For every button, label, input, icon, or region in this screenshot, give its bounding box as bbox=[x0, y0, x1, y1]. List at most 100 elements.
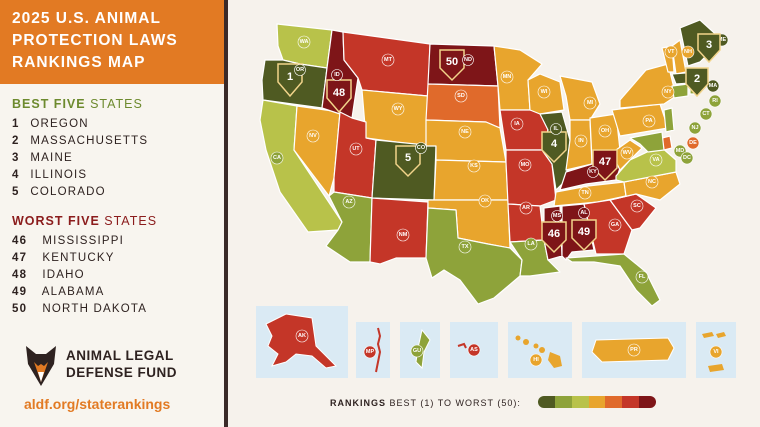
label-wa: WA bbox=[297, 35, 311, 49]
label-mi: MI bbox=[583, 96, 597, 110]
label-pr: PR bbox=[630, 347, 638, 353]
best-item-5: 5 COLORADO bbox=[12, 186, 106, 198]
label-ia: IA bbox=[510, 117, 524, 131]
label-fl: FL bbox=[635, 270, 649, 284]
title-line-3: RANKINGS MAP bbox=[12, 54, 146, 71]
svg-text:47: 47 bbox=[599, 156, 611, 168]
label-va: VA bbox=[649, 153, 663, 167]
state-mi bbox=[559, 75, 601, 121]
svg-text:TN: TN bbox=[581, 190, 588, 196]
label-mn: MN bbox=[500, 70, 514, 84]
svg-text:DC: DC bbox=[683, 155, 691, 161]
worst-name: IDAHO bbox=[42, 269, 85, 281]
title-line-1: 2025 U.S. ANIMAL bbox=[12, 10, 161, 27]
worst-item-2: 47 KENTUCKY bbox=[12, 252, 115, 264]
label-ar: AR bbox=[519, 201, 533, 215]
rankings-link[interactable]: aldf.org/staterankings bbox=[24, 396, 171, 412]
label-ok: OK bbox=[478, 194, 492, 208]
best-name: OREGON bbox=[30, 118, 89, 130]
svg-text:SC: SC bbox=[633, 203, 641, 209]
label-mo: MO bbox=[518, 158, 532, 172]
svg-text:NC: NC bbox=[648, 179, 656, 185]
svg-text:AR: AR bbox=[522, 205, 530, 211]
pin-ms: 46 MS bbox=[541, 210, 567, 254]
pin-co: 5 CO bbox=[395, 142, 427, 178]
svg-text:FL: FL bbox=[639, 274, 646, 280]
worst-item-5: 50 NORTH DAKOTA bbox=[12, 303, 147, 315]
svg-text:OH: OH bbox=[601, 128, 609, 134]
svg-text:CT: CT bbox=[702, 111, 710, 117]
svg-text:MO: MO bbox=[521, 162, 531, 168]
worst-heading-strong: WORST FIVE bbox=[12, 214, 100, 228]
label-sc: SC bbox=[630, 199, 644, 213]
label-nj: NJ bbox=[688, 121, 702, 135]
label-as: AS bbox=[470, 347, 478, 353]
label-vt: VT bbox=[664, 45, 678, 59]
best-name: MAINE bbox=[30, 152, 73, 164]
state-wy bbox=[361, 89, 429, 147]
svg-text:4: 4 bbox=[551, 138, 558, 150]
state-ga bbox=[583, 199, 633, 255]
best-heading-strong: BEST FIVE bbox=[12, 97, 86, 111]
label-ma: MA bbox=[706, 79, 720, 93]
svg-text:CO: CO bbox=[417, 145, 426, 151]
state-fl bbox=[565, 253, 661, 307]
svg-text:AZ: AZ bbox=[345, 199, 353, 205]
pin-me: 3 bbox=[697, 33, 721, 64]
legend-swatch-5 bbox=[605, 396, 623, 408]
inset-virgin-islands: VI bbox=[696, 322, 736, 378]
best-heading: BEST FIVE STATES bbox=[12, 97, 143, 111]
logo-line-2: DEFENSE FUND bbox=[66, 365, 178, 380]
svg-text:NE: NE bbox=[461, 129, 469, 135]
svg-text:WY: WY bbox=[394, 106, 403, 112]
best-rank: 1 bbox=[12, 118, 20, 130]
label-ga: GA bbox=[608, 218, 622, 232]
svg-text:IA: IA bbox=[514, 121, 520, 127]
label-wi: WI bbox=[537, 85, 551, 99]
label-pa: PA bbox=[642, 114, 656, 128]
best-name: MASSACHUSETTS bbox=[30, 135, 149, 147]
label-tn: TN bbox=[578, 186, 592, 200]
worst-heading-rest: STATES bbox=[104, 214, 158, 228]
legend-color-scale bbox=[538, 396, 656, 408]
pin-nd: 50 ND bbox=[439, 49, 474, 82]
legend-swatch-1 bbox=[538, 396, 555, 408]
label-hi: HI bbox=[533, 357, 539, 363]
inset-hawaii: HI bbox=[508, 322, 572, 378]
legend-label-strong: RANKINGS bbox=[330, 398, 387, 408]
svg-text:MS: MS bbox=[553, 213, 562, 219]
pin-al: 49 AL bbox=[571, 207, 597, 252]
svg-text:OR: OR bbox=[296, 67, 304, 73]
svg-text:AL: AL bbox=[580, 210, 588, 216]
svg-text:PA: PA bbox=[645, 118, 652, 124]
title-line-2: PROTECTION LAWS bbox=[12, 32, 178, 49]
label-ak: AK bbox=[298, 333, 306, 339]
svg-text:NV: NV bbox=[309, 133, 317, 139]
state-va bbox=[615, 145, 677, 183]
svg-text:WV: WV bbox=[623, 150, 632, 156]
legend-swatch-2 bbox=[554, 396, 572, 408]
state-tx bbox=[425, 207, 523, 305]
best-rank: 5 bbox=[12, 186, 20, 198]
svg-text:2: 2 bbox=[694, 73, 700, 85]
svg-text:ND: ND bbox=[464, 57, 472, 63]
worst-name: MISSISSIPPI bbox=[42, 235, 124, 247]
worst-item-3: 48 IDAHO bbox=[12, 269, 85, 281]
worst-rank: 47 bbox=[12, 252, 28, 264]
svg-text:ID: ID bbox=[334, 72, 340, 78]
best-rank: 2 bbox=[12, 135, 20, 147]
pin-id: 48 ID bbox=[326, 69, 352, 114]
label-wv: WV bbox=[620, 146, 634, 160]
best-item-1: 1 OREGON bbox=[12, 118, 89, 130]
state-labels: WA CA NV MT WY UT AZ NM SD NE KS OK TX M… bbox=[270, 33, 729, 284]
svg-text:SD: SD bbox=[457, 93, 465, 99]
state-pa bbox=[611, 103, 669, 137]
label-ny: NY bbox=[661, 85, 675, 99]
best-heading-rest: STATES bbox=[90, 97, 143, 111]
svg-text:OK: OK bbox=[481, 198, 489, 204]
svg-text:ME: ME bbox=[718, 37, 727, 43]
legend-label: RANKINGS BEST (1) TO WORST (50): bbox=[330, 398, 521, 408]
label-sd: SD bbox=[454, 89, 468, 103]
label-nm: NM bbox=[396, 228, 410, 242]
